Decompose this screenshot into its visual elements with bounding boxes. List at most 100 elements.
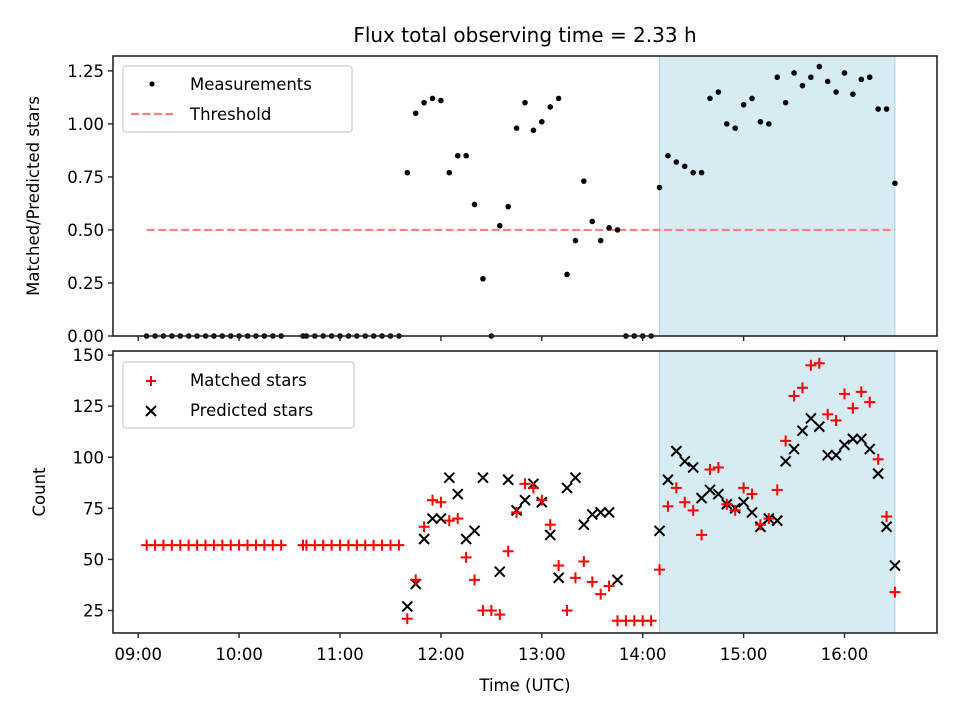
- legend-matched-label: Matched stars: [190, 371, 307, 390]
- matched-point: [696, 529, 708, 541]
- matched-point: [687, 504, 699, 516]
- xtick-label: 09:00: [114, 645, 162, 664]
- top-legend: Measurements Threshold: [122, 65, 353, 133]
- measurement-point: [454, 152, 461, 159]
- measurement-point: [824, 78, 831, 85]
- matched-point: [460, 551, 472, 563]
- measurement-point: [782, 99, 789, 106]
- measurement-point: [841, 70, 848, 76]
- measurement-point: [581, 178, 587, 184]
- top-panel: 0.00 0.25 0.50 0.75 1.00 1.25 Matched/Predict…: [24, 55, 938, 346]
- predicted-point: [569, 471, 582, 484]
- measurement-point: [656, 184, 663, 191]
- measurement-point: [766, 121, 772, 127]
- predicted-point: [653, 525, 666, 537]
- measurement-point: [614, 227, 621, 233]
- predicted-point: [864, 443, 876, 455]
- bottom-ylabel: Count: [30, 467, 49, 517]
- predicted-point: [847, 433, 859, 445]
- matched-point: [889, 586, 901, 598]
- predicted-point: [578, 518, 590, 531]
- matched-point: [485, 605, 497, 617]
- measurement-point: [547, 104, 554, 110]
- measurement-point: [673, 159, 680, 165]
- matched-point: [569, 572, 581, 584]
- matched-point: [738, 482, 750, 494]
- matched-point: [864, 396, 876, 408]
- predicted-point: [687, 461, 699, 474]
- measurement-point: [446, 169, 453, 176]
- top-ytick-label: 0.00: [67, 327, 104, 346]
- predicted-point: [855, 433, 868, 445]
- predicted-point: [779, 455, 792, 468]
- matched-point: [586, 576, 598, 588]
- matched-point: [544, 519, 556, 531]
- predicted-point: [561, 482, 573, 494]
- measurement-point: [791, 70, 797, 76]
- matched-point: [443, 515, 455, 527]
- predicted-point: [712, 488, 725, 500]
- measurement-point: [698, 169, 705, 176]
- measurement-point: [665, 152, 671, 159]
- predicted-point: [838, 439, 851, 451]
- measurement-point: [866, 74, 873, 81]
- matched-point: [796, 382, 808, 394]
- measurement-point: [858, 76, 865, 83]
- predicted-point: [502, 474, 514, 486]
- matched-point: [822, 408, 834, 420]
- matched-point: [805, 359, 817, 371]
- matched-point: [847, 402, 859, 414]
- bottom-ytick-label: 125: [73, 397, 105, 416]
- measurement-point: [513, 125, 520, 131]
- matched-point: [839, 388, 851, 400]
- predicted-point: [594, 506, 607, 519]
- matched-point: [418, 521, 430, 533]
- xtick-label: 15:00: [720, 645, 768, 664]
- top-ylabel: Matched/Predicted stars: [24, 96, 43, 296]
- matched-point: [603, 580, 615, 592]
- measurement-point: [875, 106, 881, 112]
- xtick-label: 11:00: [316, 645, 364, 664]
- predicted-point: [519, 494, 531, 506]
- matched-point: [553, 560, 565, 572]
- bottom-axes-frame: [112, 350, 938, 634]
- top-ytick-label: 1.00: [67, 115, 104, 134]
- measurement-point: [883, 106, 890, 112]
- measurement-point: [471, 201, 478, 208]
- predicted-point: [603, 506, 615, 519]
- measurement-point: [816, 63, 823, 70]
- measurement-point: [412, 110, 419, 117]
- matched-point: [561, 605, 573, 617]
- measurement-point: [438, 97, 444, 104]
- measurement-point: [749, 95, 755, 102]
- predicted-point: [679, 455, 691, 468]
- xtick-label: 13:00: [518, 645, 566, 664]
- top-ytick-label: 0.75: [67, 168, 104, 187]
- measurement-point: [429, 95, 436, 102]
- measurement-point: [463, 152, 469, 159]
- matched-point: [502, 545, 514, 557]
- measurement-point: [681, 163, 688, 170]
- measurement-point: [539, 118, 545, 125]
- matched-point: [746, 488, 758, 500]
- bottom-panel: 25 50 75 100 125 150 09:00 10:00 11:00 12:00 13:0…: [30, 346, 938, 695]
- legend-measurements-label: Measurements: [190, 75, 312, 94]
- matched-point: [855, 386, 867, 398]
- predicted-point: [477, 471, 489, 484]
- matched-point: [679, 496, 691, 508]
- matched-point: [754, 519, 766, 531]
- measurement-point: [421, 99, 427, 106]
- predicted-point: [796, 424, 809, 437]
- legend-predicted-label: Predicted stars: [190, 401, 313, 420]
- matched-point: [494, 609, 506, 621]
- matched-point: [435, 496, 447, 508]
- measurement-point: [715, 89, 722, 95]
- predicted-point: [821, 449, 834, 461]
- predicted-point: [788, 443, 800, 455]
- predicted-point: [737, 496, 750, 508]
- matched-point: [721, 498, 733, 510]
- legend-measurements-marker: [149, 81, 155, 87]
- measurement-point: [480, 275, 486, 282]
- measurement-point: [833, 89, 839, 95]
- legend-matched-marker: [146, 376, 156, 386]
